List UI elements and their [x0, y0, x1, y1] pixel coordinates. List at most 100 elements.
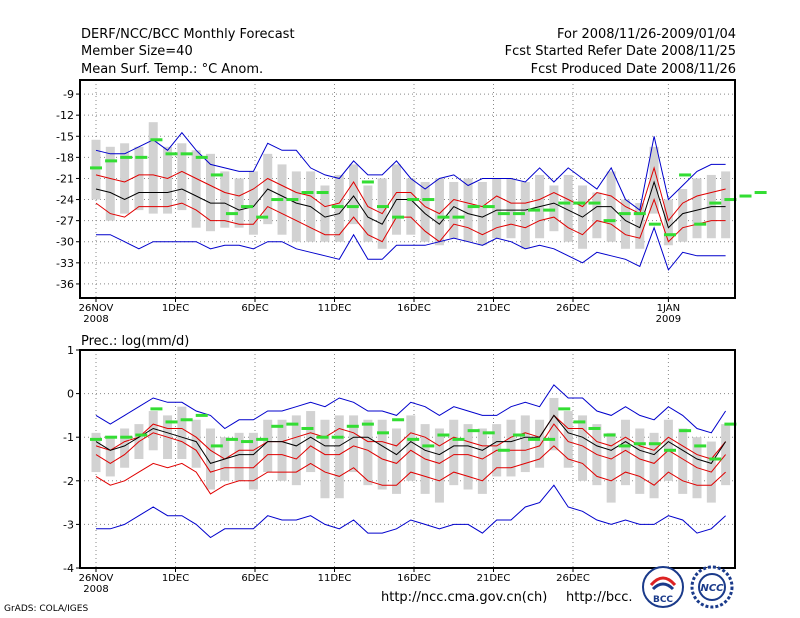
- temp-observed-mark: [256, 215, 269, 219]
- prec-observed-mark: [543, 437, 556, 441]
- member-size-label: Member Size=40: [81, 44, 193, 59]
- temp-ensemble-box: [434, 178, 444, 246]
- temp-ensemble-box: [477, 181, 487, 246]
- temp-observed-mark: [709, 201, 722, 205]
- temp-ensemble-box: [721, 171, 731, 239]
- prec-observed-mark: [392, 418, 405, 422]
- temp-observed-mark: [754, 191, 767, 195]
- temp-observed-mark: [271, 198, 284, 202]
- temp-xtick-label: 1DEC: [162, 303, 189, 314]
- temp-observed-mark: [618, 212, 631, 216]
- temp-observed-mark: [724, 198, 737, 202]
- forecast-started-date: Fcst Started Refer Date 2008/11/25: [504, 44, 736, 59]
- prec-observed-mark: [180, 418, 193, 422]
- temp-observed-mark: [225, 212, 238, 216]
- temp-observed-mark: [407, 198, 420, 202]
- temp-ensemble-box: [349, 164, 359, 225]
- prec-ytick-label: -3: [63, 518, 74, 531]
- temp-ensemble-box: [620, 199, 630, 249]
- forecast-period: For 2008/11/26-2009/01/04: [557, 27, 736, 42]
- temp-xtick-label: 16DEC: [397, 303, 431, 314]
- prec-xtick-label: 16DEC: [397, 573, 431, 584]
- temp-ensemble-box: [649, 146, 659, 214]
- prec-observed-mark: [301, 426, 314, 430]
- prec-ensemble-box: [563, 411, 573, 468]
- temp-observed-mark: [165, 152, 178, 156]
- prec-ensemble-box: [506, 419, 516, 477]
- prec-observed-mark: [694, 444, 707, 448]
- temp-xtick-label: 26DEC: [556, 303, 590, 314]
- prec-observed-mark: [558, 407, 571, 411]
- temp-line-lower_quartile: [95, 198, 726, 243]
- bcc-logo-text: BCC: [653, 595, 673, 605]
- prec-line-lower_q2: [95, 445, 726, 495]
- temp-ensemble-box: [91, 139, 101, 200]
- temp-observed-mark: [633, 212, 646, 216]
- prec-xtick-label: 6DEC: [241, 573, 268, 584]
- prec-observed-mark: [573, 420, 586, 424]
- prec-xtick-label: 11DEC: [318, 573, 352, 584]
- prec-observed-mark: [467, 429, 480, 433]
- chart-title: DERF/NCC/BCC Monthly Forecast: [81, 27, 295, 42]
- prec-ensemble-box: [392, 428, 402, 494]
- temp-observed-mark: [512, 212, 525, 216]
- temp-ensemble-box: [449, 181, 459, 239]
- prec-observed-mark: [120, 435, 133, 439]
- prec-ensemble-box: [535, 419, 545, 468]
- temp-observed-mark: [392, 215, 405, 219]
- bcc-url-link[interactable]: http://bcc.: [566, 590, 633, 605]
- prec-observed-mark: [346, 424, 359, 428]
- temp-ytick-label: -15: [56, 130, 74, 143]
- prec-observed-mark: [724, 422, 737, 426]
- temp-ensemble-box: [692, 178, 702, 239]
- prec-ensemble-box: [620, 419, 630, 486]
- temp-observed-mark: [663, 233, 676, 237]
- temp-ensemble-box: [220, 171, 230, 228]
- temp-observed-mark: [422, 198, 435, 202]
- prec-ensemble-box: [649, 432, 659, 499]
- temp-ensemble-box: [463, 178, 473, 242]
- prec-observed-mark: [195, 413, 208, 417]
- temp-xtick-label: 6DEC: [241, 303, 268, 314]
- prec-observed-mark: [150, 407, 163, 411]
- temp-observed-mark: [241, 205, 254, 209]
- temp-ensemble-box: [678, 189, 688, 242]
- prec-observed-mark: [437, 433, 450, 437]
- temp-ensemble-box: [320, 185, 330, 242]
- prec-observed-mark: [588, 426, 601, 430]
- temp-observed-mark: [739, 194, 752, 198]
- ncc-url-link[interactable]: http://ncc.cma.gov.cn(ch): [381, 590, 548, 605]
- prec-xtick-label: 21DEC: [477, 573, 511, 584]
- temp-observed-mark: [694, 222, 707, 226]
- prec-line-upper_quartile: [95, 414, 726, 460]
- temp-ensemble-box: [506, 178, 516, 239]
- temp-ensemble-box: [177, 143, 187, 211]
- temp-ytick-label: -9: [63, 88, 74, 101]
- temp-ytick-label: -12: [56, 109, 74, 122]
- prec-ensemble-box: [635, 428, 645, 494]
- temp-ensemble-box: [105, 146, 115, 221]
- prec-ensemble-box: [449, 419, 459, 486]
- temp-xtick-label: 21DEC: [477, 303, 511, 314]
- prec-observed-mark: [210, 444, 223, 448]
- temp-observed-mark: [195, 155, 208, 159]
- prec-ensemble-box: [349, 415, 359, 473]
- prec-observed-mark: [376, 431, 389, 435]
- prec-observed-mark: [256, 437, 269, 441]
- prec-ensemble-box: [578, 415, 588, 481]
- prec-observed-mark: [648, 442, 661, 446]
- prec-line-min: [96, 484, 726, 539]
- prec-observed-mark: [105, 435, 118, 439]
- prec-observed-mark: [361, 422, 374, 426]
- temp-observed-mark: [105, 159, 118, 163]
- temp-observed-mark: [543, 208, 556, 212]
- temp-ensemble-box: [663, 199, 673, 246]
- temp-observed-mark: [361, 180, 374, 184]
- prec-xtick-label: 1DEC: [162, 573, 189, 584]
- temp-observed-mark: [467, 205, 480, 209]
- temp-observed-mark: [603, 219, 616, 223]
- prec-observed-mark: [709, 457, 722, 461]
- temp-ensemble-box: [492, 178, 502, 239]
- forecast-produced-date: Fcst Produced Date 2008/11/26: [530, 62, 736, 77]
